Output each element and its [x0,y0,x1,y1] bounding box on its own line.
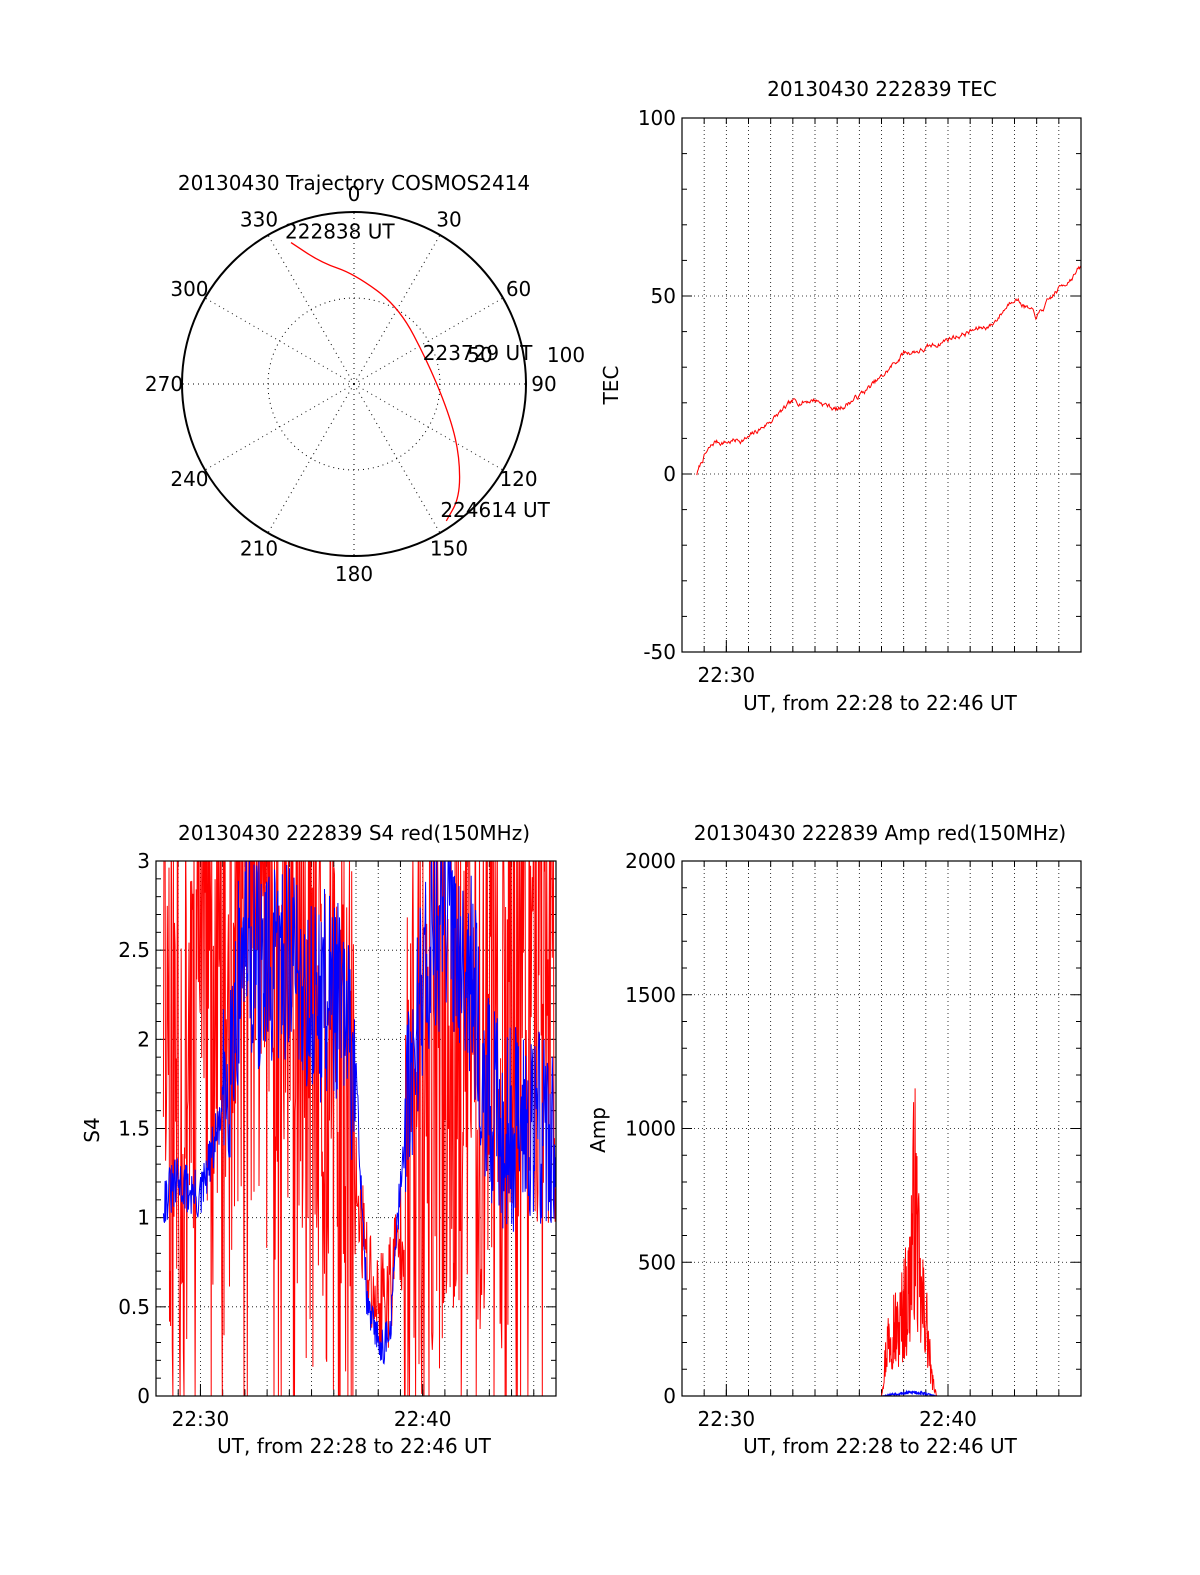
polar-angle-label: 150 [430,537,468,561]
polar-angle-label: 120 [499,467,537,491]
amp-xlabel: UT, from 22:28 to 22:46 UT [743,1434,1018,1458]
polar-angle-label: 0 [348,182,361,206]
x-tick-label: 22:30 [698,1407,756,1431]
trajectory-time-label: 223729 UT [423,341,533,365]
x-tick-label: 22:40 [919,1407,977,1431]
amp-ylabel: Amp [586,1107,610,1153]
polar-annotations: 222838 UT 223729 UT 224614 UT [285,220,551,522]
y-tick-label: 0 [663,1384,676,1408]
y-tick-label: 100 [638,106,676,130]
polar-angle-label: 180 [335,562,373,586]
amp-plot-area: 0 500 1000 1500 2000 22:30 22:40 [625,849,1082,1431]
s4-title: 20130430 222839 S4 red(150MHz) [178,821,530,845]
y-tick-label: -50 [643,640,676,664]
trajectory-line [290,242,461,522]
polar-angle-label: 270 [145,372,183,396]
y-tick-label: 0.5 [118,1295,150,1319]
s4-series-blue [162,861,556,1365]
y-tick-label: 1 [137,1206,150,1230]
trajectory-title: 20130430 Trajectory COSMOS2414 [178,171,530,195]
y-tick-label: 1000 [625,1117,676,1141]
polar-angle-label: 210 [240,537,278,561]
polar-angle-label: 60 [506,277,531,301]
polar-angle-label: 330 [240,207,278,231]
trajectory-panel: 20130430 Trajectory COSMOS2414 0 30 60 90 12… [145,171,585,586]
s4-series-red [162,861,556,1396]
polar-spoke [353,383,504,471]
tec-series-line [696,265,1082,476]
y-tick-label: 500 [638,1250,676,1274]
polar-outer-circle [181,211,527,557]
tec-title: 20130430 222839 TEC [767,77,997,101]
trajectory-time-label: 224614 UT [440,498,550,522]
s4-xlabel: UT, from 22:28 to 22:46 UT [217,1434,492,1458]
amp-panel: 20130430 222839 Amp red(150MHz) UT, from… [586,821,1082,1458]
polar-radius-label: 50 [467,343,492,367]
polar-series [290,242,461,522]
y-tick-label: 1.5 [118,1117,150,1141]
x-tick-label: 22:30 [698,663,756,687]
y-tick-label: 3 [137,849,150,873]
amp-title: 20130430 222839 Amp red(150MHz) [694,821,1066,845]
tec-plot-area: -50 0 50 100 22:30 [638,106,1082,687]
plot-frame [681,117,1082,653]
plot-frame [681,860,1082,1397]
s4-plot-area: 0 0.5 1 1.5 2 2.5 3 22:30 22:40 [118,849,557,1431]
polar-angle-label: 90 [531,372,556,396]
s4-ylabel: S4 [80,1117,104,1142]
polar-angle-label: 300 [170,277,208,301]
polar-spoke [267,234,355,385]
y-tick-label: 50 [651,284,676,308]
y-tick-label: 0 [137,1384,150,1408]
polar-spoke [204,383,355,471]
s4-panel: 20130430 222839 S4 red(150MHz) UT, from … [80,821,557,1458]
polar-spoke [353,297,504,385]
tec-panel: 20130430 222839 TEC UT, from 22:28 to 22… [599,77,1082,715]
y-tick-label: 1500 [625,983,676,1007]
polar-angle-labels: 0 30 60 90 120 150 180 210 240 270 300 330 [145,182,557,586]
polar-spoke [353,383,441,534]
x-tick-label: 22:30 [172,1407,230,1431]
polar-spoke [204,297,355,385]
trajectory-time-label: 222838 UT [285,220,395,244]
y-tick-label: 0 [663,462,676,486]
tec-xlabel: UT, from 22:28 to 22:46 UT [743,691,1018,715]
polar-radius-labels: 50 100 [467,343,585,367]
polar-angle-label: 30 [436,207,461,231]
polar-angle-label: 240 [170,467,208,491]
polar-radius-label: 100 [547,343,585,367]
x-tick-label: 22:40 [394,1407,452,1431]
polar-grid [181,211,527,557]
polar-spoke [267,383,355,534]
y-tick-label: 2000 [625,849,676,873]
y-tick-label: 2 [137,1027,150,1051]
plot-frame [155,860,557,1397]
y-tick-label: 2.5 [118,938,150,962]
tec-ylabel: TEC [599,366,623,406]
